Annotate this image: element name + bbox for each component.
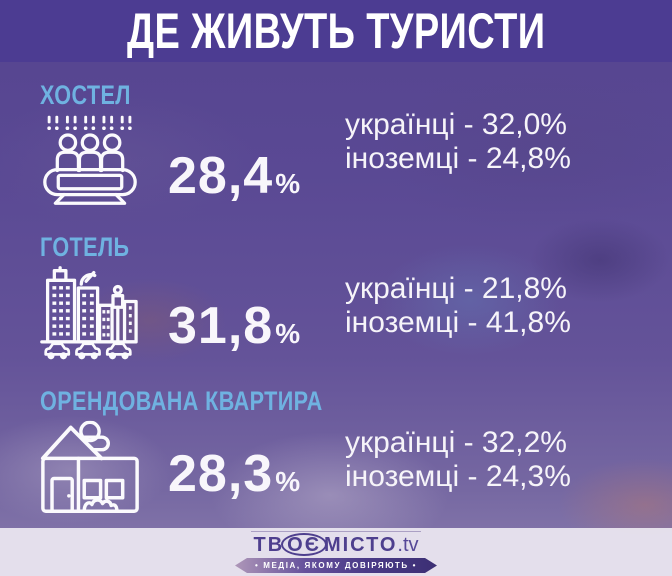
percent-sign: % [275,466,301,497]
eye-icon: ОЄ [281,533,327,556]
detail-line: іноземці - 24,8% [345,142,571,175]
page-title: ДЕ ЖИВУТЬ ТУРИСТИ [126,3,546,59]
logo-main: МІСТО [323,534,398,556]
logo-suffix: .tv [397,534,419,556]
percent-apartment: 28,3% [168,444,300,504]
section-label-apartment: ОРЕНДОВАНА КВАРТИРА [40,386,323,416]
details-apartment: українці - 32,2% іноземці - 24,3% [345,426,571,494]
detail-line: українці - 32,2% [345,426,567,459]
logo-divider-line [251,531,421,532]
rented-apartment-house-icon [40,420,140,514]
title-bar: ДЕ ЖИВУТЬ ТУРИСТИ [0,0,672,62]
detail-line: українці - 32,0% [345,108,567,141]
percent-hostel: 28,4% [168,146,300,206]
detail-line: українці - 21,8% [345,272,567,305]
percent-value: 28,4 [168,147,274,205]
hostel-bunk-icon [40,112,140,206]
percent-value: 31,8 [168,297,274,355]
percent-sign: % [275,318,301,349]
details-hotel: українці - 21,8% іноземці - 41,8% [345,272,571,340]
percent-sign: % [275,168,301,199]
section-label-hostel: ХОСТЕЛ [40,80,131,110]
section-label-hotel: ГОТЕЛЬ [40,232,130,262]
tagline-ribbon: • МЕДІА, ЯКОМУ ДОВІРЯЮТЬ • [235,558,437,573]
detail-line: іноземці - 24,3% [345,460,571,493]
footer-band: ТВ ОЄ МІСТО .tv • МЕДІА, ЯКОМУ ДОВІРЯЮТЬ • [0,528,672,576]
logo-prefix: ТВ [253,534,285,556]
details-hostel: українці - 32,0% іноземці - 24,8% [345,108,571,176]
detail-line: іноземці - 41,8% [345,306,571,339]
hotel-buildings-icon [38,266,138,360]
percent-value: 28,3 [168,445,274,503]
percent-hotel: 31,8% [168,296,300,356]
tvoemisto-logo: ТВ ОЄ МІСТО .tv [253,533,419,556]
